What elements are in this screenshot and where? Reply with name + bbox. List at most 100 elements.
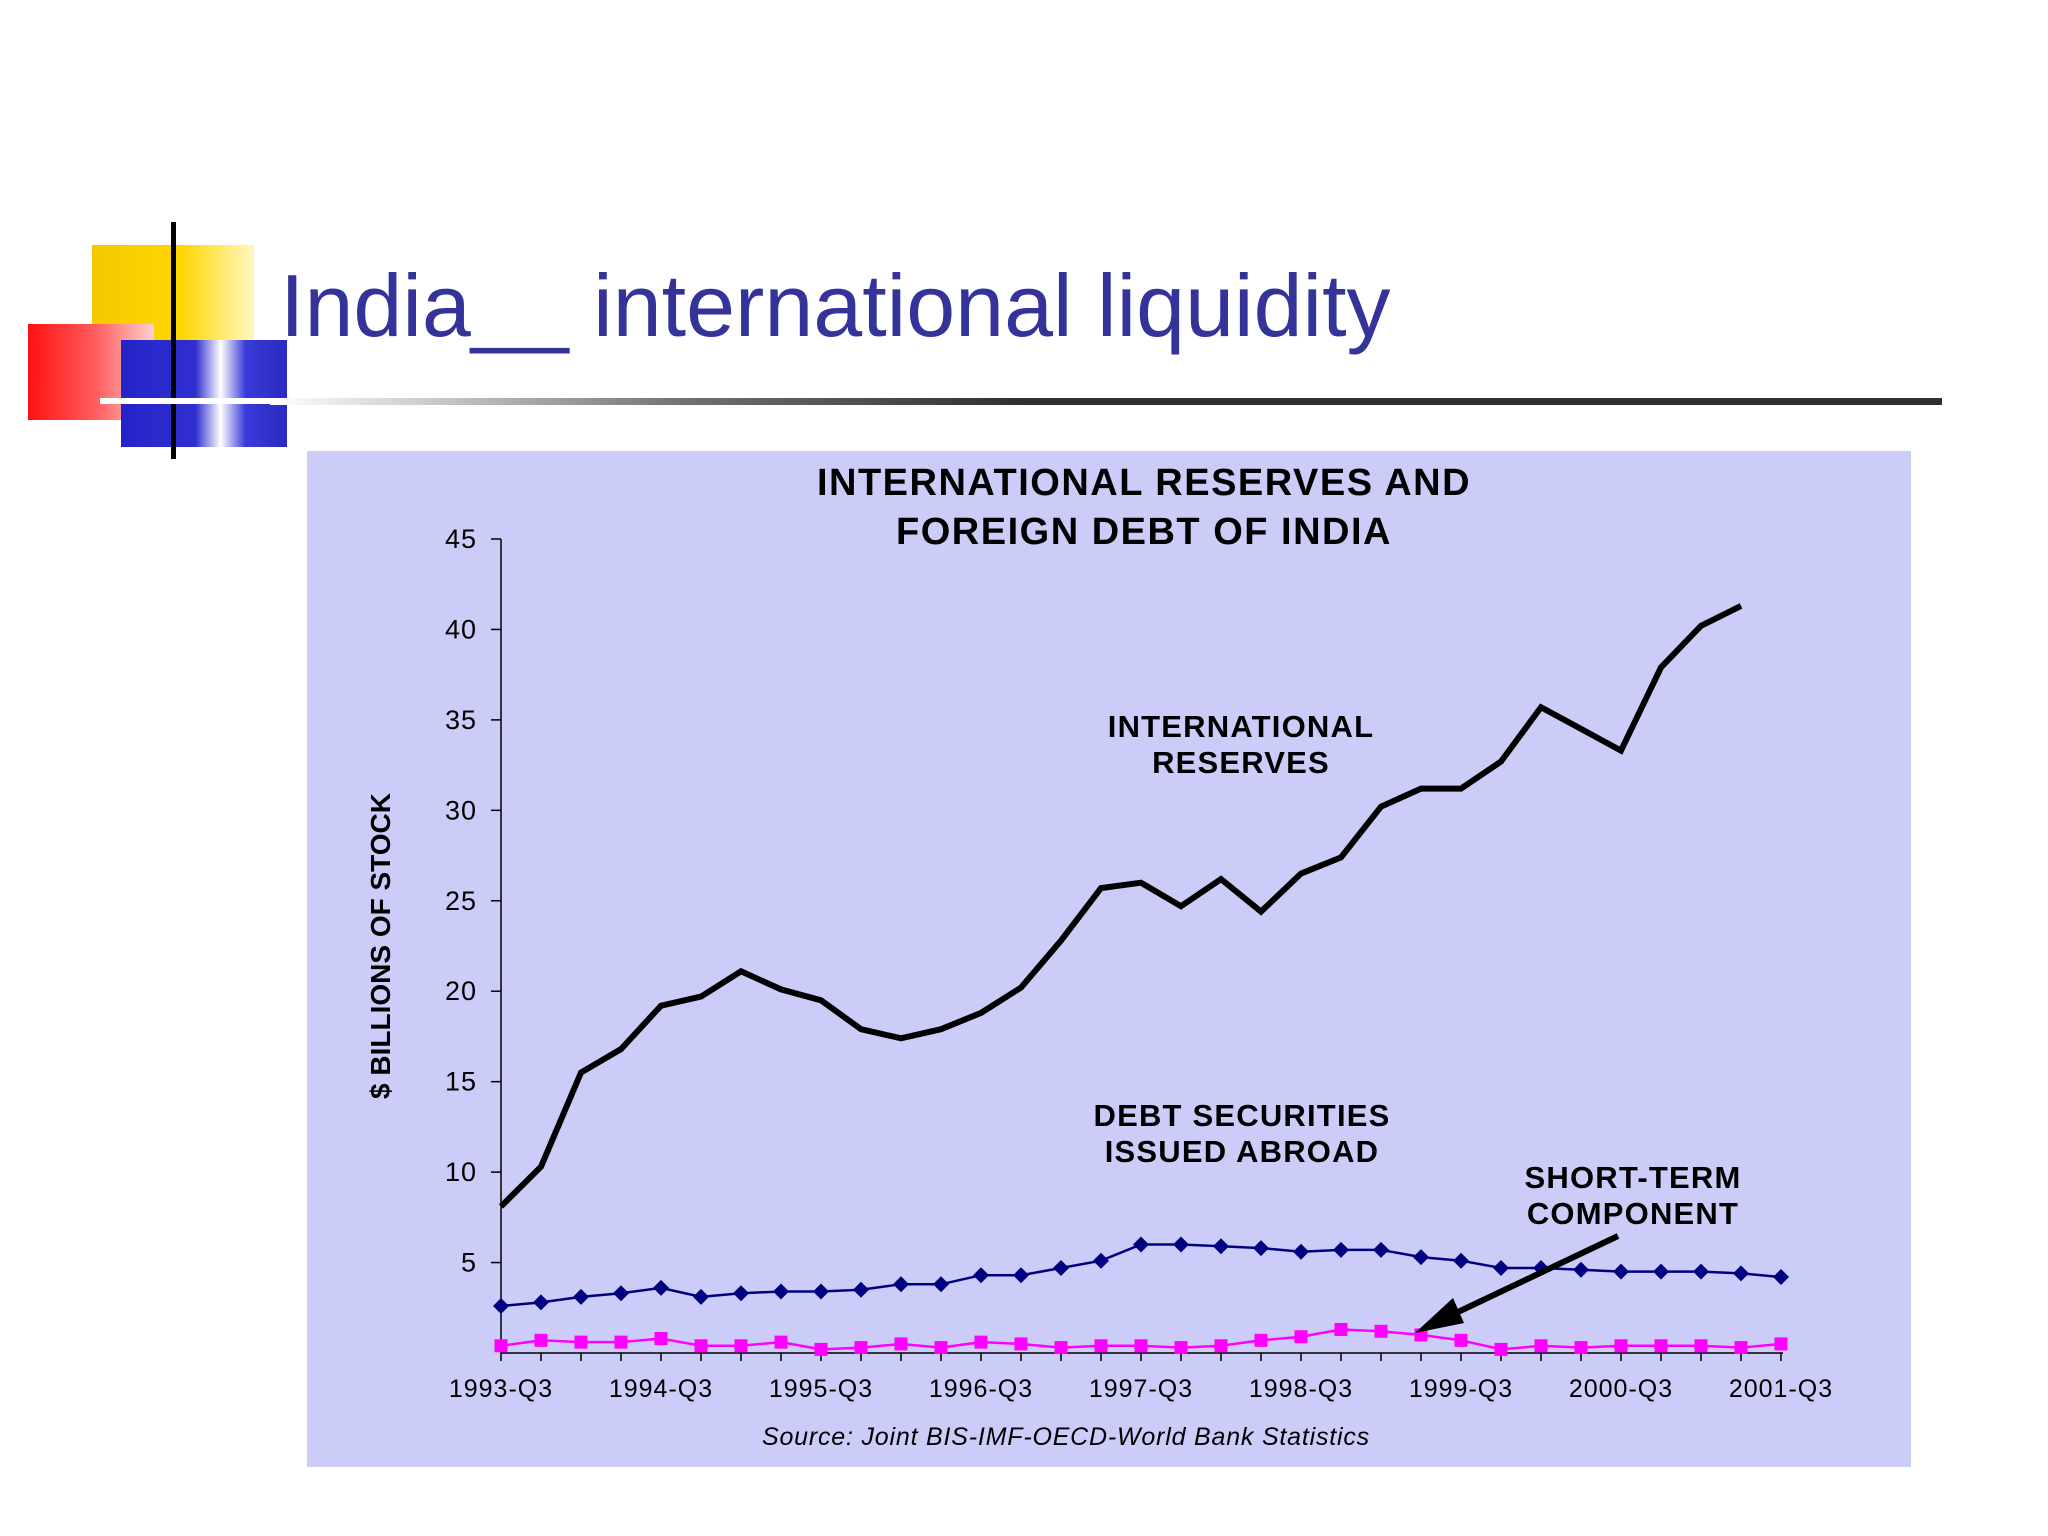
data-point-short-term [854,1341,868,1355]
data-point-short-term [494,1339,508,1353]
data-point-short-term [1014,1337,1028,1351]
data-point-short-term [1494,1342,1508,1356]
x-tick-label: 1999-Q3 [1409,1375,1513,1403]
title-rule [270,398,1942,405]
data-point-debt-securities [1333,1241,1349,1258]
data-point-debt-securities [1133,1236,1149,1253]
series-annotation-line: INTERNATIONAL [1108,709,1374,744]
data-point-short-term [1254,1333,1268,1347]
y-tick-label: 20 [445,976,477,1006]
data-point-debt-securities [613,1285,629,1302]
data-point-short-term [654,1332,668,1346]
data-point-short-term [1094,1339,1108,1353]
data-point-short-term [894,1337,908,1351]
data-point-short-term [1734,1341,1748,1355]
data-point-debt-securities [573,1288,589,1305]
x-tick-label: 1996-Q3 [929,1375,1033,1403]
data-point-short-term [1294,1330,1308,1344]
data-point-short-term [574,1335,588,1349]
chart-title: INTERNATIONAL RESERVES AND FOREIGN DEBT O… [817,462,1471,553]
data-point-debt-securities [733,1285,749,1302]
series-line-international-reserves [498,603,1743,1209]
chart-title-line: INTERNATIONAL RESERVES AND [817,462,1471,504]
data-point-debt-securities [533,1294,549,1311]
data-point-short-term [694,1339,708,1353]
data-point-debt-securities [1733,1265,1749,1282]
decor-vertical-line [171,222,176,459]
y-axis-label: $ BILLIONS OF STOCK [365,793,396,1099]
data-point-debt-securities [1573,1261,1589,1278]
data-point-short-term [814,1342,828,1356]
data-point-debt-securities [1413,1249,1429,1266]
data-point-debt-securities [973,1267,989,1284]
data-point-debt-securities [493,1297,509,1314]
data-point-debt-securities [1213,1238,1229,1255]
data-point-short-term [774,1335,788,1349]
data-point-short-term [1334,1322,1348,1336]
x-tick-label: 1995-Q3 [769,1375,873,1403]
x-tick-label: 1997-Q3 [1089,1375,1193,1403]
data-point-short-term [1654,1339,1668,1353]
y-tick-label: 10 [445,1157,477,1187]
data-point-short-term [1054,1341,1068,1355]
data-point-debt-securities [853,1281,869,1298]
y-tick-label: 40 [445,614,477,644]
data-point-debt-securities [693,1288,709,1305]
annotation-arrow-line [1437,1233,1620,1324]
data-point-debt-securities [1653,1263,1669,1280]
y-tick-label: 35 [445,705,477,735]
data-point-debt-securities [1253,1240,1269,1257]
series-annotation-line: COMPONENT [1527,1196,1739,1231]
data-point-short-term [974,1335,988,1349]
data-point-debt-securities [1293,1243,1309,1260]
data-point-short-term [1774,1337,1788,1351]
y-tick-label: 15 [445,1067,477,1097]
x-tick-label: 1993-Q3 [449,1375,553,1403]
chart-svg: INTERNATIONAL RESERVES AND FOREIGN DEBT O… [365,462,1833,1451]
data-point-short-term [1574,1341,1588,1355]
decor-blue-square [121,340,287,447]
data-point-debt-securities [1773,1269,1789,1286]
data-point-short-term [1134,1339,1148,1353]
x-tick-label: 2001-Q3 [1729,1375,1833,1403]
series-annotation-line: ISSUED ABROAD [1105,1134,1380,1169]
series-annotation-line: SHORT-TERM [1525,1160,1742,1195]
annotation-arrow-head [1415,1298,1464,1333]
x-tick-label: 1998-Q3 [1249,1375,1353,1403]
data-point-debt-securities [893,1276,909,1293]
series-line-debt-securities [500,1243,1782,1308]
data-point-short-term [734,1339,748,1353]
x-tick-label: 1994-Q3 [609,1375,713,1403]
data-point-short-term [614,1335,628,1349]
data-point-debt-securities [1373,1241,1389,1258]
data-point-short-term [1214,1339,1228,1353]
decor-white-line [100,398,288,404]
chart-title-line: FOREIGN DEBT OF INDIA [896,511,1392,553]
data-point-debt-securities [773,1283,789,1300]
y-tick-label: 30 [445,795,477,825]
chart-panel: INTERNATIONAL RESERVES AND FOREIGN DEBT O… [307,451,1911,1467]
data-point-debt-securities [1053,1259,1069,1276]
data-point-debt-securities [1453,1252,1469,1269]
data-point-debt-securities [1013,1267,1029,1284]
x-tick-label: 2000-Q3 [1569,1375,1673,1403]
data-point-debt-securities [933,1276,949,1293]
data-point-debt-securities [1093,1252,1109,1269]
y-tick-label: 5 [461,1248,477,1278]
data-point-short-term [534,1333,548,1347]
data-point-short-term [1534,1339,1548,1353]
y-tick-label: 45 [445,524,477,554]
data-point-short-term [934,1341,948,1355]
series-annotation-line: RESERVES [1152,745,1330,780]
y-tick-label: 25 [445,886,477,916]
data-point-debt-securities [653,1279,669,1296]
chart-source: Source: Joint BIS-IMF-OECD-World Bank St… [762,1423,1370,1451]
data-point-short-term [1694,1339,1708,1353]
data-point-short-term [1174,1341,1188,1355]
data-point-debt-securities [1693,1263,1709,1280]
data-point-debt-securities [1613,1263,1629,1280]
data-point-short-term [1454,1333,1468,1347]
